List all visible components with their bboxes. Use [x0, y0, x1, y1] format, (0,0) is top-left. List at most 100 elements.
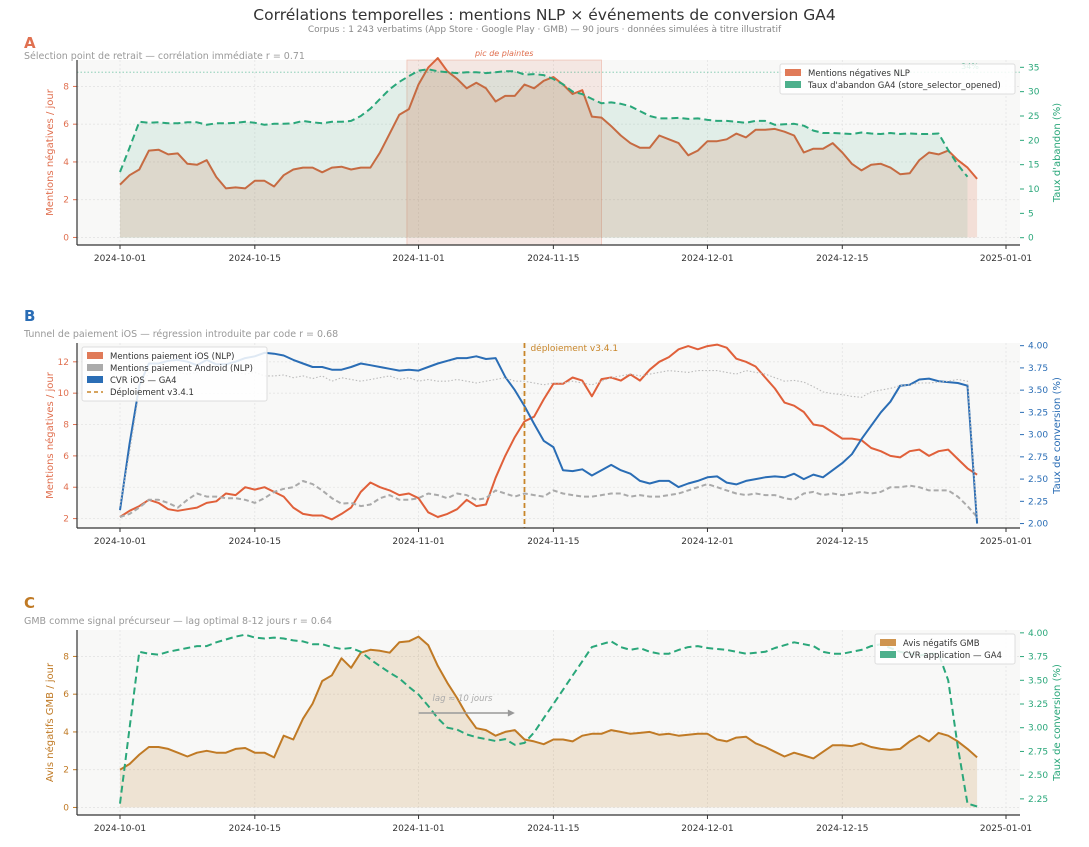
x-tick-label: 2024-10-01 — [94, 824, 146, 834]
series-line-1 — [119, 480, 978, 518]
x-tick-label: 2024-10-15 — [229, 537, 281, 547]
y-tick-label: 4 — [63, 483, 69, 493]
panel-b-letter: B — [24, 307, 36, 325]
legend-entry: Mentions paiement Android (NLP) — [110, 364, 253, 374]
x-tick-label: 2024-12-15 — [816, 254, 868, 264]
y2-tick-label: 2.50 — [1028, 475, 1048, 485]
y2-tick-label: 3.50 — [1028, 676, 1048, 686]
y-tick-label: 8 — [63, 421, 69, 431]
y2-tick-label: 3.75 — [1028, 364, 1048, 374]
panel-c-letter: C — [24, 594, 36, 612]
y-tick-label: 12 — [58, 358, 69, 368]
legend-entry: CVR application — GA4 — [903, 651, 1002, 661]
legend-swatch — [87, 376, 103, 383]
x-tick-label: 2024-11-01 — [392, 537, 444, 547]
legend-box — [81, 346, 268, 402]
y2-tick-label: 3.00 — [1028, 724, 1048, 734]
y-tick-label: 4 — [63, 158, 69, 168]
legend-swatch — [785, 69, 801, 76]
y2-tick-label: 10 — [1028, 185, 1040, 195]
y-tick-label: 0 — [63, 233, 69, 243]
legend-entry: Déploiement v3.4.1 — [110, 387, 194, 398]
legend-swatch — [87, 352, 103, 359]
x-tick-label: 2024-12-01 — [681, 537, 733, 547]
panel-b-chart: 2024-10-01 2024-10-15 2024-11-01 2024-11-15… — [44, 342, 1063, 547]
y-tick-label: 2 — [63, 515, 69, 525]
series-area — [120, 636, 978, 808]
y2-tick-label: 2.75 — [1028, 747, 1048, 757]
legend-entry: Taux d'abandon GA4 (store_selector_opene… — [807, 81, 1001, 91]
y2-axis-label: Taux de conversion (%) — [1052, 664, 1063, 782]
x-tick-label: 2024-11-01 — [392, 254, 444, 264]
plot-background — [77, 630, 1020, 815]
panel-a-chart: 2024-10-01 2024-10-15 2024-11-01 2024-11-15… — [44, 49, 1063, 264]
y2-tick-label: 3.25 — [1028, 700, 1048, 710]
panel-b-subtitle: Tunnel de paiement iOS — régression intr… — [24, 329, 339, 340]
y2-tick-label: 2.00 — [1028, 520, 1048, 530]
y2-tick-label: 0 — [1028, 234, 1034, 244]
series-area — [120, 58, 978, 238]
y-tick-label: 2 — [63, 196, 69, 206]
y2-tick-label: 5 — [1028, 209, 1034, 219]
highlight-label: pic de plaintes — [474, 49, 534, 58]
y2-tick-label: 35 — [1028, 63, 1039, 73]
y-tick-label: 4 — [63, 728, 69, 738]
x-tick-label: 2024-11-15 — [527, 537, 579, 547]
y2-tick-label: 25 — [1028, 112, 1039, 122]
y-tick-label: 6 — [63, 452, 69, 462]
figure-title: Corrélations temporelles : mentions NLP … — [253, 6, 836, 24]
x-tick-label: 2024-11-15 — [527, 824, 579, 834]
legend-swatch — [87, 364, 103, 371]
y2-tick-label: 2.50 — [1028, 771, 1048, 781]
x-tick-label: 2025-01-01 — [980, 254, 1032, 264]
figure-subtitle: Corpus : 1 243 verbatims (App Store · Go… — [307, 25, 782, 35]
x-tick-label: 2024-10-15 — [229, 254, 281, 264]
lag-arrow-head — [507, 709, 515, 717]
y2-axis-label: Taux de conversion (%) — [1052, 377, 1063, 495]
series-line-0 — [119, 343, 978, 521]
panel-a-subtitle: Sélection point de retrait — corrélation… — [24, 51, 305, 62]
series-line-0 — [119, 635, 978, 771]
legend-swatch — [880, 639, 896, 646]
x-tick-label: 2024-11-01 — [392, 824, 444, 834]
y-tick-label: 6 — [63, 120, 69, 130]
y-axis-label: Avis négatifs GMB / jour — [44, 662, 56, 782]
x-tick-label: 2025-01-01 — [980, 824, 1032, 834]
y-axis-label: Mentions négatives / jour — [44, 371, 56, 499]
panel-c-subtitle: GMB comme signal précurseur — lag optima… — [24, 616, 333, 627]
y2-tick-label: 4.00 — [1028, 342, 1048, 352]
y2-tick-label: 4.00 — [1028, 629, 1048, 639]
series-line-1 — [119, 68, 969, 178]
y-tick-label: 8 — [63, 82, 69, 92]
y2-tick-label: 2.75 — [1028, 453, 1048, 463]
lag-label: lag ≈ 10 jours — [433, 694, 493, 704]
y-tick-label: 10 — [58, 389, 70, 399]
series-line-1 — [119, 633, 978, 808]
legend-box — [779, 63, 1016, 95]
legend-swatch — [880, 651, 896, 658]
y2-tick-label: 20 — [1028, 136, 1040, 146]
x-tick-label: 2024-10-01 — [94, 254, 146, 264]
x-tick-label: 2024-10-01 — [94, 537, 146, 547]
y2-axis-label: Taux d'abandon (%) — [1052, 103, 1063, 203]
legend-entry: CVR iOS — GA4 — [110, 376, 177, 386]
x-tick-label: 2024-12-15 — [816, 537, 868, 547]
x-tick-label: 2024-10-15 — [229, 824, 281, 834]
legend-box — [874, 633, 1016, 665]
series-line-0 — [119, 57, 978, 190]
y2-tick-label: 3.25 — [1028, 408, 1048, 418]
y-tick-label: 6 — [63, 690, 69, 700]
y2-tick-label: 3.00 — [1028, 431, 1048, 441]
series-line-3 — [119, 368, 978, 520]
legend-entry: Mentions négatives NLP — [808, 68, 910, 79]
deployment-label: déploiement v3.4.1 — [530, 343, 618, 354]
x-tick-label: 2024-12-15 — [816, 824, 868, 834]
legend-swatch — [785, 81, 801, 88]
x-tick-label: 2025-01-01 — [980, 537, 1032, 547]
y2-tick-label: 30 — [1028, 88, 1040, 98]
y2-tick-label: 3.75 — [1028, 653, 1048, 663]
x-tick-label: 2024-12-01 — [681, 824, 733, 834]
panel-a-letter: A — [24, 34, 36, 52]
y2-tick-label: 2.25 — [1028, 497, 1048, 507]
